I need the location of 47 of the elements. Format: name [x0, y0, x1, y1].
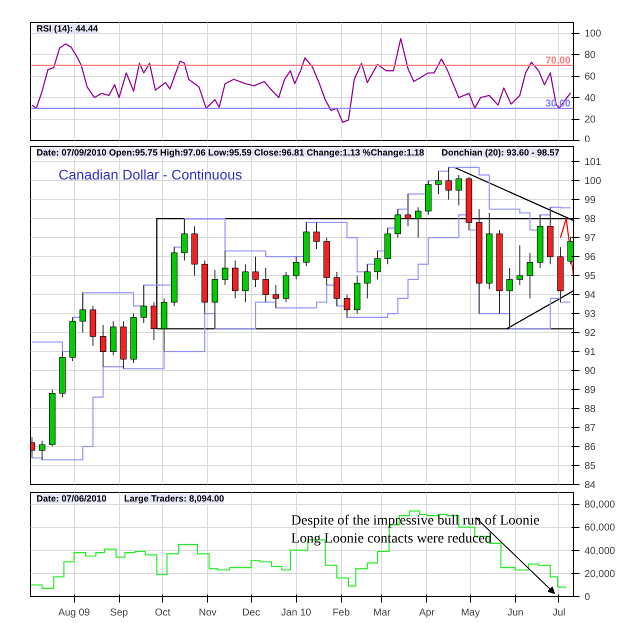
y-tick-label: 88: [584, 404, 596, 416]
annotation: Donchian (20): 93.60 - 98.57: [442, 148, 560, 158]
y-tick-label: 80,000: [584, 500, 616, 511]
y-tick-label: 90: [584, 366, 596, 378]
y-tick-label: 40,000: [584, 546, 616, 557]
annotation: Large Traders: 8,094.00: [124, 494, 224, 504]
y-tick-label: 80: [584, 50, 596, 62]
annotation: Date: 07/06/2010: [36, 494, 107, 504]
y-tick-label: 85: [584, 461, 596, 472]
y-tick-label: 101: [584, 157, 602, 168]
x-tick-label: Jan 10: [281, 608, 312, 618]
y-tick-label: 99: [584, 195, 596, 206]
y-tick-label: 20: [584, 114, 596, 126]
y-tick-label: 86: [584, 442, 596, 454]
y-tick-label: 94: [584, 290, 596, 302]
x-tick-label: Oct: [154, 608, 171, 618]
x-tick-label: Nov: [198, 608, 217, 618]
y-tick-label: 60,000: [584, 522, 616, 534]
text: Canadian Dollar - Continuous: [58, 166, 242, 182]
y-tick-label: 92: [584, 328, 596, 340]
ref-line-label: 70.00: [545, 55, 571, 66]
annotation: RSI (14): 44.44: [36, 24, 98, 34]
x-tick-label: Apr: [419, 608, 436, 618]
y-tick-label: 20,000: [584, 568, 616, 580]
y-tick-label: 95: [584, 271, 596, 282]
y-tick-label: 89: [584, 385, 596, 396]
x-tick-label: Dec: [242, 608, 260, 618]
x-tick-label: May: [460, 608, 480, 618]
y-tick-label: 98: [584, 214, 596, 226]
y-tick-label: 60: [584, 72, 596, 83]
x-tick-label: Aug 09: [58, 608, 90, 618]
y-tick-label: 100: [584, 28, 602, 40]
x-tick-label: Sep: [110, 608, 128, 618]
y-tick-label: 0: [584, 592, 590, 603]
y-tick-label: 97: [584, 233, 596, 244]
annotation: Date: 07/09/2010 Open:95.75 High:97.06 Low:95.59 Close:96.81 Change:1.13 %Change:1.18: [36, 148, 424, 158]
y-tick-label: 93: [584, 309, 596, 320]
x-tick-label: Feb: [332, 608, 350, 618]
y-tick-label: 91: [584, 347, 596, 358]
y-tick-label: 100: [584, 176, 602, 188]
x-tick-label: Mar: [373, 608, 392, 618]
y-tick-label: 96: [584, 252, 596, 264]
x-tick-label: Jul: [552, 608, 566, 618]
y-tick-label: 87: [584, 423, 596, 434]
y-tick-label: 40: [584, 93, 596, 104]
y-tick-label: 84: [584, 480, 596, 491]
x-tick-label: Jun: [507, 608, 524, 618]
